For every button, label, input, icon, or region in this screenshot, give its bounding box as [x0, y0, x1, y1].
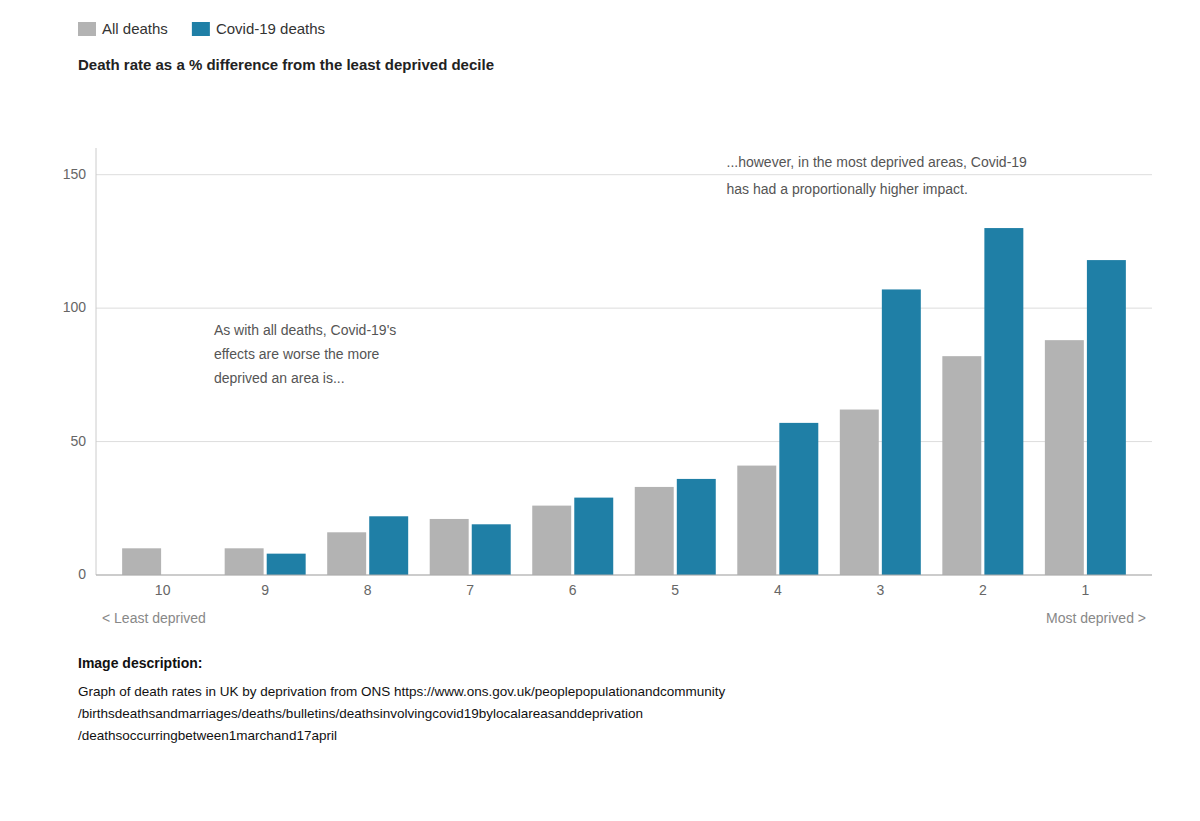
- grid-line: [96, 575, 1152, 576]
- x-tick-label: 4: [774, 582, 782, 598]
- bar: [472, 524, 511, 575]
- bar: [430, 519, 469, 575]
- legend-label: All deaths: [102, 20, 168, 37]
- y-axis: 0 50 100 150: [63, 148, 1152, 582]
- chart: 0 50 100 150 10 9 8 7 6 5 4 3 2 1 All deaths Covid-19 d…: [0, 0, 1200, 821]
- x-tick-label: 7: [466, 582, 474, 598]
- text-line: Image description:: [78, 655, 202, 671]
- bar: [574, 498, 613, 575]
- x-tick-label: 8: [364, 582, 372, 598]
- description: Graph of death rates in UK by deprivatio…: [78, 684, 726, 743]
- x-axis: 10 9 8 7 6 5 4 3 2 1: [96, 575, 1152, 598]
- page: {"chart_data": { "type": "bar", "subtitl…: [0, 0, 1200, 821]
- y-tick-label: 0: [78, 566, 86, 582]
- y-tick-label: 100: [63, 299, 87, 315]
- x-tick-label: 10: [155, 582, 171, 598]
- legend-swatch: [192, 22, 210, 36]
- y-tick-label: 50: [70, 433, 86, 449]
- text-line: has had a proportionally higher impact.: [727, 181, 968, 197]
- x-tick-label: 1: [1081, 582, 1089, 598]
- subtitle: Death rate as a % difference from the le…: [78, 56, 494, 73]
- legend-label: Covid-19 deaths: [216, 20, 325, 37]
- bars: [122, 228, 1126, 575]
- text-line: effects are worse the more: [214, 346, 380, 362]
- text-line: As with all deaths, Covid-19's: [214, 322, 396, 338]
- bar: [1045, 340, 1084, 575]
- text-line: Graph of death rates in UK by deprivatio…: [78, 684, 726, 699]
- text-line: ...however, in the most deprived areas, …: [727, 154, 1028, 170]
- bar: [225, 548, 264, 575]
- bar: [984, 228, 1023, 575]
- bar: [532, 506, 571, 575]
- text-line: < Least deprived: [102, 610, 206, 626]
- y-tick-label: 150: [63, 166, 87, 182]
- grid-line: [96, 174, 1152, 175]
- y-axis-line: [96, 148, 97, 575]
- bar: [1087, 260, 1126, 575]
- bar: [635, 487, 674, 575]
- bar: [267, 554, 306, 575]
- legend-swatch: [78, 22, 96, 36]
- axis-note: < Least deprived: [102, 610, 206, 626]
- x-tick-label: 3: [876, 582, 884, 598]
- x-axis-line: [96, 575, 1152, 576]
- annotation: has had a proportionally higher impact.: [727, 181, 968, 197]
- x-tick-label: 9: [261, 582, 269, 598]
- text-line: Most deprived >: [1046, 610, 1146, 626]
- bar: [942, 356, 981, 575]
- bar: [882, 289, 921, 575]
- bar: [122, 548, 161, 575]
- legend: All deaths Covid-19 deaths: [78, 20, 325, 37]
- text-line: deprived an area is...: [214, 370, 345, 386]
- annotation: As with all deaths, Covid-19's effects ar…: [214, 322, 396, 386]
- annotation: ...however, in the most deprived areas, …: [727, 154, 1028, 170]
- x-tick-label: 6: [569, 582, 577, 598]
- x-tick-label: 5: [671, 582, 679, 598]
- x-tick-label: 2: [979, 582, 987, 598]
- bar: [369, 516, 408, 575]
- axis-note: Most deprived >: [1046, 610, 1146, 626]
- bar: [327, 532, 366, 575]
- description-heading: Image description:: [78, 655, 202, 671]
- text-line: /birthsdeathsandmarriages/deaths/bulleti…: [78, 706, 643, 721]
- bar: [737, 466, 776, 575]
- bar: [840, 410, 879, 575]
- annotations: As with all deaths, Covid-19's effects ar…: [78, 154, 1146, 743]
- bar: [677, 479, 716, 575]
- bar: [779, 423, 818, 575]
- background: [0, 0, 1200, 821]
- text-line: /deathsoccurringbetween1marchand17april: [78, 728, 337, 743]
